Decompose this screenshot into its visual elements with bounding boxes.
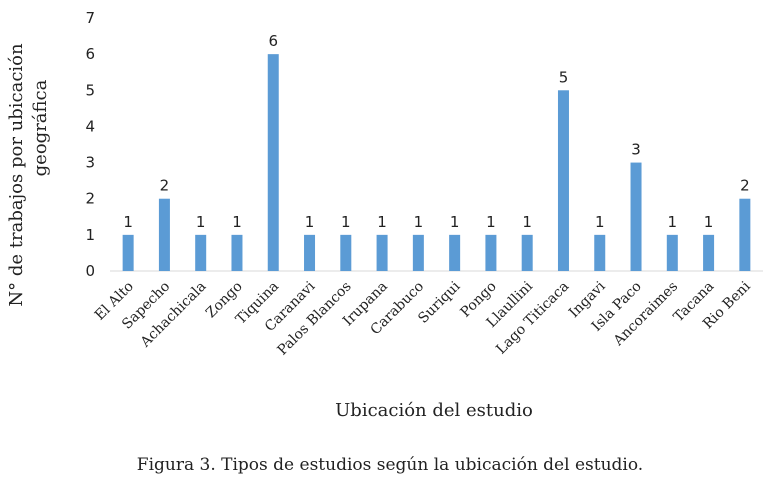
x-axis-title: Ubicación del estudio [335,400,533,421]
bar-llaullini [521,234,533,271]
y-tick-label: 0 [85,262,95,280]
data-label: 2 [740,177,750,195]
bar-palos-blancos [340,234,352,271]
data-label: 1 [232,213,242,231]
data-label: 1 [668,213,678,231]
bar-ingavi [594,234,606,271]
y-tick-label: 2 [85,190,95,208]
y-axis-ticks: 0 1 2 3 4 5 6 7 [85,9,95,280]
bar-tacana [703,234,715,271]
data-label: 1 [377,213,387,231]
bar-suriqui [449,234,461,271]
bar-zongo [231,234,243,271]
y-axis-title-line-2: geográfica [30,79,51,176]
data-label: 3 [631,141,641,159]
category-labels: El AltoSapechoAchachicalaZongoTiquinaCar… [92,278,754,358]
bar-irupana [376,234,388,271]
y-tick-label: 5 [85,81,95,99]
data-label: 1 [414,213,424,231]
y-tick-label: 3 [85,154,95,172]
bar-sapecho [158,198,170,271]
bar-rio-beni [739,198,751,271]
bar-tiquina [267,54,279,272]
data-label: 1 [196,213,206,231]
data-label: 1 [305,213,315,231]
bar-isla-paco [630,162,642,271]
y-tick-label: 1 [85,226,95,244]
data-label: 1 [595,213,605,231]
data-label: 6 [268,32,278,50]
y-axis-title-line-1: N° de trabajos por ubicación [6,43,27,307]
data-label: 1 [522,213,532,231]
bar-ancoraimes [666,234,678,271]
figure-caption: Figura 3. Tipos de estudios según la ubi… [137,455,643,475]
y-tick-label: 4 [85,117,95,135]
data-label: 1 [450,213,460,231]
bars [122,54,751,272]
data-label: 1 [123,213,133,231]
bar-achachicala [195,234,207,271]
data-label: 5 [559,68,569,86]
data-label: 1 [704,213,714,231]
bar-caranavi [304,234,316,271]
bar-pongo [485,234,497,271]
bar-lago-titicaca [557,90,569,272]
bar-carabuco [412,234,424,271]
bar-el-alto [122,234,134,271]
y-tick-label: 7 [85,9,95,27]
data-label: 1 [486,213,496,231]
data-label: 2 [160,177,170,195]
y-tick-label: 6 [85,45,95,63]
data-label: 1 [341,213,351,231]
